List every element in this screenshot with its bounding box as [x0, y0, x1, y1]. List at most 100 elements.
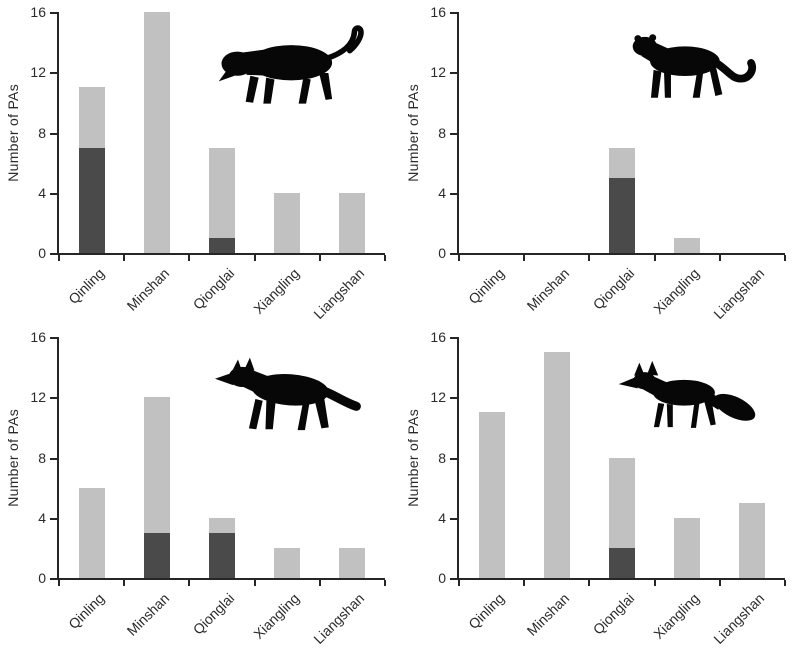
y-tick-label: 16 — [430, 329, 446, 345]
bar-segment-dark — [209, 532, 235, 578]
x-tick — [188, 255, 191, 261]
x-category-label: Minshan — [523, 590, 573, 639]
x-axis-labels: Qinling Minshan Qionglai Xiangling Liangshan — [457, 582, 783, 648]
x-tick — [384, 580, 386, 586]
x-category-label: Qionglai — [189, 265, 238, 313]
x-tick — [784, 580, 786, 586]
bar-segment-light — [143, 397, 170, 533]
y-tick-label: 0 — [38, 570, 46, 586]
x-category-label: Qinling — [64, 590, 107, 633]
y-tick — [50, 253, 57, 255]
x-category-label: Minshan — [123, 265, 173, 314]
bar-segment-light — [543, 352, 570, 578]
y-axis-label: Number of PAs — [402, 337, 424, 578]
bar-segment-dark — [209, 237, 235, 253]
y-tick-label: 12 — [430, 389, 446, 406]
y-tick-label: 8 — [38, 449, 46, 466]
y-axis-label-text: Number of PAs — [5, 83, 21, 182]
y-tick-label: 16 — [430, 4, 446, 20]
x-tick — [653, 580, 656, 586]
bar-segment-light — [209, 517, 235, 533]
x-category-label: Minshan — [523, 265, 573, 314]
bar-segment-light — [739, 502, 766, 578]
x-category-label: Qinling — [64, 265, 107, 308]
x-tick — [58, 580, 60, 586]
y-tick-label: 12 — [430, 64, 446, 81]
x-category-label: Xiangling — [250, 590, 303, 643]
x-tick — [653, 255, 656, 261]
x-tick — [718, 580, 721, 586]
y-tick — [450, 12, 457, 14]
x-tick — [384, 255, 386, 261]
x-tick — [784, 255, 786, 261]
bar-segment-light — [209, 147, 235, 238]
y-tick — [450, 578, 457, 580]
y-tick — [50, 192, 57, 195]
x-category-label: Minshan — [123, 590, 173, 639]
y-tick — [450, 192, 457, 195]
x-category-label: Liangshan — [710, 590, 768, 648]
bar-segment-light — [274, 547, 301, 578]
x-tick — [253, 580, 256, 586]
x-category-label: Liangshan — [310, 265, 368, 323]
y-tick-label: 16 — [30, 4, 46, 20]
x-tick — [123, 580, 126, 586]
bar-segment-light — [143, 12, 170, 253]
y-axis-label: Number of PAs — [402, 12, 424, 253]
y-tick — [50, 517, 57, 520]
x-tick — [253, 255, 256, 261]
bar-segment-light — [339, 192, 366, 253]
y-tick — [450, 517, 457, 520]
x-tick — [458, 255, 460, 261]
y-axis-label: Number of PAs — [2, 337, 24, 578]
x-axis-labels: Qinling Minshan Qionglai Xiangling Liangshan — [57, 257, 383, 323]
bar-segment-dark — [78, 147, 105, 253]
plot-area: 0 4 8 12 16 — [430, 329, 786, 586]
x-category-label: Xiangling — [250, 265, 303, 318]
y-axis-label: Number of PAs — [2, 12, 24, 253]
snow-leopard-icon — [632, 34, 757, 98]
bar-segment-light — [339, 547, 366, 578]
x-category-label: Qionglai — [589, 590, 638, 638]
y-tick — [450, 132, 457, 135]
y-axis-label-text: Number of PAs — [405, 83, 421, 182]
y-tick — [50, 397, 57, 400]
y-tick-label: 0 — [38, 245, 46, 261]
bar-segment-light — [78, 487, 105, 578]
plot-area: 0 4 8 12 16 — [30, 4, 386, 261]
y-tick-label: 0 — [438, 245, 446, 261]
panel-snow-leopard: Number of PAs 0 4 8 12 16 Qinling Minshan Qion — [400, 0, 800, 325]
x-tick — [718, 255, 721, 261]
x-category-label: Liangshan — [310, 590, 368, 648]
bar-segment-light — [478, 412, 505, 578]
y-tick — [50, 457, 57, 460]
y-tick — [450, 72, 457, 75]
bar-segment-light — [78, 87, 105, 148]
y-tick-label: 16 — [30, 329, 46, 345]
bar-segment-light — [274, 192, 301, 253]
y-tick-label: 8 — [38, 124, 46, 141]
y-axis-label-text: Number of PAs — [5, 408, 21, 507]
bar-segment-light — [674, 237, 701, 253]
wolf-icon — [215, 357, 361, 431]
y-tick — [50, 337, 57, 339]
y-tick-label: 8 — [438, 124, 446, 141]
panel-leopard: Number of PAs 0 4 8 12 16 Qinling Minshan Qion… — [0, 0, 400, 325]
y-tick-label: 0 — [438, 570, 446, 586]
x-tick — [58, 255, 60, 261]
x-tick — [523, 580, 526, 586]
fox-icon — [618, 360, 756, 428]
panel-fox: Number of PAs 0 4 8 12 16 — [400, 325, 800, 650]
bar-segment-dark — [609, 547, 635, 578]
panel-wolf: Number of PAs 0 4 8 12 16 Qinling — [0, 325, 400, 650]
x-tick — [318, 255, 321, 261]
y-tick — [450, 457, 457, 460]
y-tick — [50, 132, 57, 135]
x-category-label: Qionglai — [589, 265, 638, 313]
x-tick — [523, 255, 526, 261]
y-tick-label: 8 — [438, 449, 446, 466]
y-axis-label-text: Number of PAs — [405, 408, 421, 507]
y-tick-label: 4 — [438, 509, 446, 526]
y-tick — [50, 12, 57, 14]
y-tick — [450, 253, 457, 255]
